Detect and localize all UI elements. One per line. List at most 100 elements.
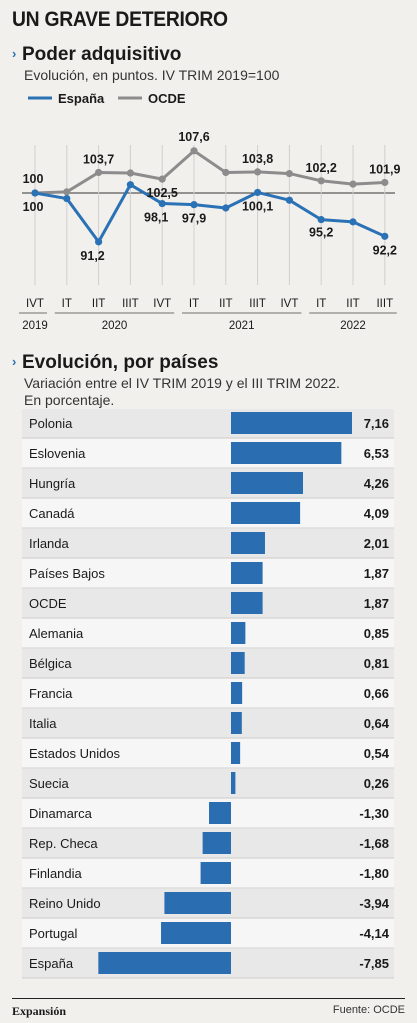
category-label: Dinamarca bbox=[29, 806, 93, 821]
point-0-4 bbox=[158, 199, 166, 208]
value-label: 0,54 bbox=[364, 746, 390, 761]
category-label: OCDE bbox=[29, 596, 67, 611]
point-1-2 bbox=[95, 168, 103, 177]
x-tick-label: IIIT bbox=[122, 298, 139, 310]
point-1-10 bbox=[349, 180, 357, 188]
row-background bbox=[22, 709, 394, 738]
point-1-5 bbox=[190, 147, 198, 155]
bar bbox=[200, 862, 231, 884]
point-1-1 bbox=[63, 188, 71, 196]
data-label-spain-0: 100 bbox=[23, 200, 44, 214]
category-label: Rep. Checa bbox=[29, 836, 98, 851]
value-label: 2,01 bbox=[364, 536, 389, 551]
value-label: 6,53 bbox=[364, 446, 389, 461]
value-label: 4,09 bbox=[364, 506, 389, 521]
x-tick-label: IT bbox=[189, 298, 199, 310]
category-label: Estados Unidos bbox=[29, 746, 121, 761]
point-0-9 bbox=[317, 216, 325, 224]
x-tick-label: IT bbox=[316, 298, 326, 310]
category-label: Países Bajos bbox=[29, 566, 105, 581]
point-0-1 bbox=[63, 194, 71, 203]
value-label: 0,66 bbox=[364, 686, 389, 701]
value-label: 0,85 bbox=[364, 626, 389, 641]
year-label-2: 2021 bbox=[229, 320, 255, 332]
point-1-9 bbox=[317, 177, 325, 185]
row-background bbox=[22, 679, 394, 708]
legend-label-0: España bbox=[58, 91, 105, 106]
value-label: -1,68 bbox=[359, 836, 389, 851]
point-1-4 bbox=[158, 175, 166, 183]
category-label: Suecia bbox=[29, 776, 70, 791]
bar bbox=[231, 562, 263, 584]
section2-title: Evolución, por países bbox=[22, 352, 219, 373]
data-label-ocde-7: 103,8 bbox=[242, 152, 273, 166]
point-0-10 bbox=[349, 218, 357, 226]
data-label-ocde-9: 102,2 bbox=[306, 161, 337, 175]
row-background bbox=[22, 769, 394, 798]
category-label: Hungría bbox=[29, 476, 76, 491]
legend-label-1: OCDE bbox=[148, 91, 186, 106]
bar bbox=[231, 622, 246, 644]
category-label: Irlanda bbox=[29, 536, 70, 551]
footer-rule bbox=[12, 998, 405, 999]
x-tick-label: IIT bbox=[219, 298, 232, 310]
row-background bbox=[22, 619, 394, 648]
point-0-8 bbox=[285, 196, 293, 204]
bar bbox=[231, 712, 242, 734]
bar bbox=[231, 652, 245, 674]
value-label: 4,26 bbox=[364, 476, 389, 491]
bar bbox=[231, 772, 236, 794]
value-label: 0,81 bbox=[364, 656, 389, 671]
data-label-spain-11: 92,2 bbox=[373, 243, 397, 257]
category-label: Reino Unido bbox=[29, 896, 101, 911]
bar bbox=[231, 532, 265, 554]
data-label-ocde-4: 102,5 bbox=[147, 186, 178, 200]
bar bbox=[231, 472, 303, 494]
value-label: -4,14 bbox=[359, 926, 389, 941]
x-tick-label: IIIT bbox=[376, 298, 393, 310]
series-line-1 bbox=[34, 149, 385, 195]
value-label: 0,64 bbox=[364, 716, 390, 731]
category-label: Francia bbox=[29, 686, 73, 701]
row-background bbox=[22, 469, 394, 498]
point-0-11 bbox=[381, 232, 389, 240]
bar bbox=[161, 922, 231, 944]
data-label-spain-5: 97,9 bbox=[182, 212, 206, 226]
year-label-1: 2020 bbox=[102, 320, 128, 332]
bar-chart: Polonia 7,16 Eslovenia 6,53 Hungría 4,26 Canad… bbox=[22, 412, 394, 979]
bar bbox=[231, 682, 243, 704]
point-1-8 bbox=[285, 169, 293, 178]
bar bbox=[231, 412, 353, 434]
chevron-right-icon: › bbox=[12, 46, 17, 61]
category-label: Alemania bbox=[29, 626, 84, 641]
category-label: Italia bbox=[29, 716, 57, 731]
value-label: -1,30 bbox=[359, 806, 389, 821]
point-1-3 bbox=[126, 169, 134, 177]
category-label: Finlandia bbox=[29, 866, 83, 881]
data-label-spain-7: 100,1 bbox=[242, 199, 273, 213]
point-0-3 bbox=[126, 181, 134, 189]
data-label-spain-4: 98,1 bbox=[144, 211, 168, 225]
value-label: 7,16 bbox=[364, 416, 389, 431]
year-label-0: 2019 bbox=[22, 320, 48, 332]
year-label-3: 2022 bbox=[340, 320, 366, 332]
data-label-ocde-11: 101,9 bbox=[369, 162, 400, 176]
data-label-ocde-5: 107,6 bbox=[178, 130, 209, 144]
x-tick-label: IT bbox=[62, 298, 72, 310]
x-tick-label: IVT bbox=[26, 298, 44, 310]
category-label: Bélgica bbox=[29, 656, 72, 671]
x-tick-label: IVT bbox=[280, 298, 298, 310]
line-chart: España OCDE 100 91,2 98,1 97,9 100,1 95,2 92,2 1… bbox=[19, 91, 400, 332]
bar bbox=[231, 742, 241, 764]
section1-subtitle: Evolución, en puntos. IV TRIM 2019=100 bbox=[24, 67, 280, 83]
bar bbox=[209, 802, 231, 824]
bar bbox=[231, 442, 342, 464]
value-label: -7,85 bbox=[359, 956, 389, 971]
category-label: Eslovenia bbox=[29, 446, 86, 461]
x-tick-label: IVT bbox=[153, 298, 171, 310]
section2-subtitle-line1: Variación entre el IV TRIM 2019 y el III… bbox=[24, 375, 340, 391]
data-label-spain-2: 91,2 bbox=[80, 249, 104, 263]
section2-subtitle-line2: En porcentaje. bbox=[24, 392, 115, 408]
point-0-6 bbox=[222, 204, 230, 212]
chevron-right-icon: › bbox=[12, 354, 17, 369]
